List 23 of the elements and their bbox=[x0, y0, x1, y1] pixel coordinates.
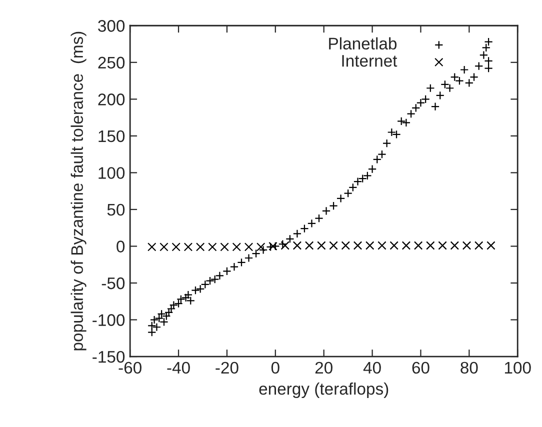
y-tick-label: 200 bbox=[98, 94, 125, 106]
x-tick-label: -20 bbox=[216, 362, 238, 374]
x-tick-label: 0 bbox=[271, 362, 280, 374]
x-tick-label: 80 bbox=[460, 362, 478, 374]
y-tick-label: -150 bbox=[92, 350, 125, 363]
x-tick-label: -60 bbox=[118, 362, 142, 374]
x-tick-label: 100 bbox=[504, 362, 531, 374]
legend-label: Planetlab bbox=[329, 37, 397, 50]
y-tick-label: 300 bbox=[98, 20, 125, 32]
y-tick-label: -100 bbox=[92, 314, 125, 326]
x-tick-label: 20 bbox=[315, 362, 332, 374]
y-axis-title: popularity of Byzantine fault tolerance (ms) bbox=[70, 32, 86, 350]
y-tick-label: 50 bbox=[107, 204, 125, 216]
x-axis-title: energy (teraflops) bbox=[259, 382, 388, 398]
y-tick-label: -50 bbox=[102, 277, 125, 290]
x-tick-label: -40 bbox=[167, 362, 190, 374]
y-tick-label: 0 bbox=[116, 240, 125, 252]
legend-label: Internet bbox=[342, 55, 398, 67]
x-tick-label: 40 bbox=[363, 362, 381, 374]
x-tick-label: 60 bbox=[412, 362, 430, 374]
y-tick-label: 250 bbox=[98, 56, 125, 69]
y-tick-label: 150 bbox=[98, 130, 125, 142]
y-tick-label: 100 bbox=[98, 167, 125, 179]
